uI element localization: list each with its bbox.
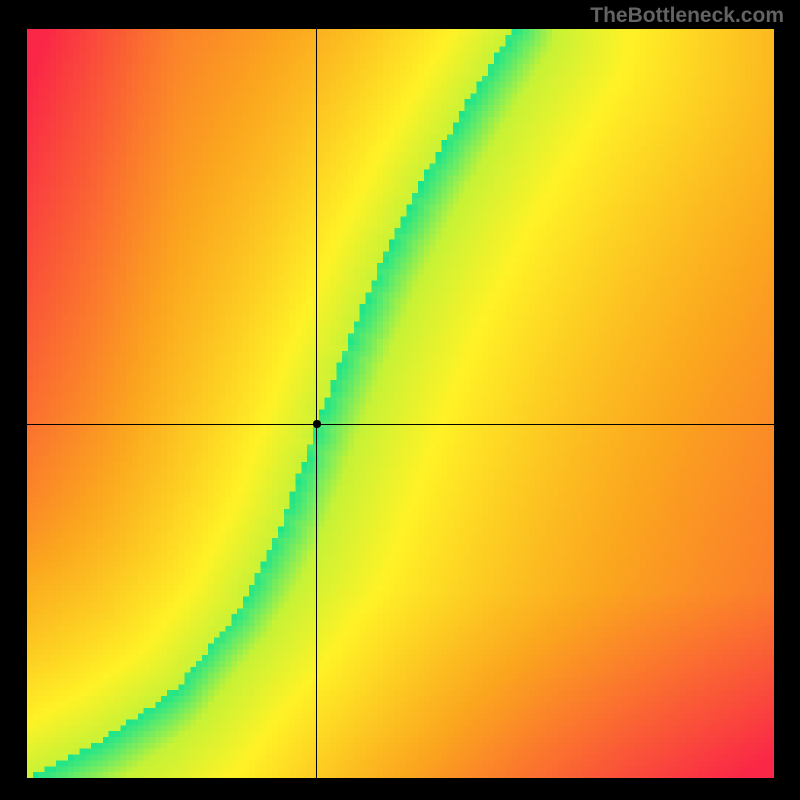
chart-container: { "watermark": { "text": "TheBottleneck.…	[0, 0, 800, 800]
bottleneck-heatmap	[27, 29, 774, 778]
watermark-text: TheBottleneck.com	[590, 4, 784, 28]
crosshair-marker	[312, 419, 322, 429]
crosshair-horizontal	[27, 424, 774, 425]
crosshair-vertical	[316, 29, 317, 778]
